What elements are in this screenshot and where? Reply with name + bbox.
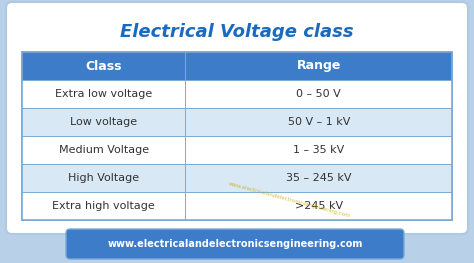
Text: High Voltage: High Voltage bbox=[68, 173, 139, 183]
Text: >245 kV: >245 kV bbox=[295, 201, 343, 211]
Bar bbox=[22, 52, 452, 220]
Text: www.electricalandelectronicsengineering.com: www.electricalandelectronicsengineering.… bbox=[107, 239, 363, 249]
Text: 35 – 245 kV: 35 – 245 kV bbox=[286, 173, 351, 183]
Text: Medium Voltage: Medium Voltage bbox=[59, 145, 149, 155]
Text: www.electricalandelectronicsengineering.com: www.electricalandelectronicsengineering.… bbox=[228, 181, 352, 219]
Bar bbox=[22, 136, 452, 164]
Bar bbox=[22, 192, 452, 220]
Text: Class: Class bbox=[85, 59, 122, 73]
Text: Extra low voltage: Extra low voltage bbox=[55, 89, 152, 99]
Text: 1 – 35 kV: 1 – 35 kV bbox=[293, 145, 344, 155]
Bar bbox=[22, 52, 452, 80]
Text: 0 – 50 V: 0 – 50 V bbox=[296, 89, 341, 99]
Bar bbox=[22, 164, 452, 192]
Bar bbox=[22, 52, 452, 220]
Bar bbox=[22, 80, 452, 108]
Text: 50 V – 1 kV: 50 V – 1 kV bbox=[288, 117, 350, 127]
Text: Low voltage: Low voltage bbox=[70, 117, 137, 127]
FancyBboxPatch shape bbox=[66, 229, 404, 259]
FancyBboxPatch shape bbox=[6, 2, 468, 234]
Text: Extra high voltage: Extra high voltage bbox=[52, 201, 155, 211]
Text: Electrical Voltage class: Electrical Voltage class bbox=[120, 23, 354, 41]
Bar bbox=[22, 108, 452, 136]
Text: Range: Range bbox=[297, 59, 341, 73]
